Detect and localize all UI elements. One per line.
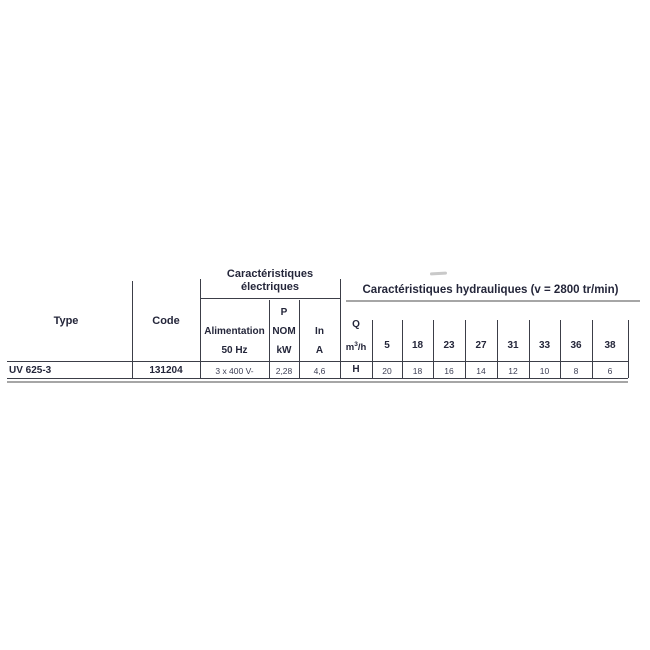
electrical-section-title-line2: électriques bbox=[240, 281, 300, 293]
column-header-q: Q bbox=[352, 319, 360, 330]
row-code-value: 131204 bbox=[149, 365, 183, 376]
column-header-q-unit: m3/h bbox=[340, 340, 372, 353]
grid-line-flow4-flow5 bbox=[497, 320, 498, 378]
column-header-type: Type bbox=[53, 315, 79, 327]
grid-line-flow7-flow8 bbox=[592, 320, 593, 378]
flow-header-cell: 38 bbox=[604, 340, 616, 351]
head-value-cell: 16 bbox=[444, 366, 454, 376]
q-unit-base: m bbox=[345, 342, 355, 353]
column-header-code: Code bbox=[152, 315, 180, 327]
grid-line-p-in bbox=[299, 300, 300, 378]
column-header-in-line1: In bbox=[315, 326, 324, 337]
head-value-cell: 20 bbox=[382, 366, 392, 376]
row-alimentation-value: 3 x 400 V- bbox=[215, 366, 254, 376]
flow-header-cell: 23 bbox=[443, 340, 455, 351]
head-value-cell: 12 bbox=[508, 366, 518, 376]
hydraulic-underline bbox=[346, 300, 640, 302]
flow-header-cell: 33 bbox=[538, 340, 551, 351]
electrical-section-title-line1: Caractéristiques bbox=[226, 268, 314, 280]
row-type-value: UV 625-3 bbox=[9, 365, 52, 376]
grid-line-table-right-edge bbox=[628, 320, 629, 378]
grid-line-q-flow1 bbox=[372, 320, 373, 378]
row-top-line bbox=[7, 361, 628, 362]
row-bottom-line bbox=[7, 378, 628, 379]
column-header-alimentation-line2: 50 Hz bbox=[221, 345, 248, 356]
flow-header-cell: 27 bbox=[475, 340, 487, 351]
column-header-p-line3: kW bbox=[276, 345, 292, 356]
column-header-p-line1: P bbox=[280, 307, 288, 318]
grid-line-flow2-flow3 bbox=[433, 320, 434, 378]
grid-line-flow1-flow2 bbox=[402, 320, 403, 378]
grid-line-flow6-flow7 bbox=[560, 320, 561, 378]
row-in-value: 4,6 bbox=[313, 366, 326, 376]
grid-line-code-electrical bbox=[200, 279, 201, 378]
flow-header-cell: 5 bbox=[384, 340, 390, 351]
electrical-underline bbox=[200, 298, 340, 299]
hydraulic-section-title: Caractéristiques hydrauliques (v = 2800 … bbox=[362, 284, 619, 296]
grid-line-alim-p bbox=[269, 300, 270, 378]
head-value-cell: 8 bbox=[573, 366, 579, 376]
head-value-cell: 10 bbox=[539, 366, 550, 376]
table-bottom-gray-line bbox=[7, 381, 628, 383]
flow-header-cell: 36 bbox=[570, 340, 582, 351]
grid-line-flow3-flow4 bbox=[465, 320, 466, 378]
column-header-p-line2: NOM bbox=[272, 326, 296, 337]
row-h-label: H bbox=[352, 364, 360, 375]
grid-line-flow5-flow6 bbox=[529, 320, 530, 378]
head-value-cell: 6 bbox=[607, 366, 613, 376]
head-value-cell: 14 bbox=[476, 366, 486, 376]
print-smudge bbox=[429, 271, 448, 276]
grid-line-electrical-hydraulic bbox=[340, 279, 341, 378]
q-unit-exponent: 3 bbox=[354, 340, 358, 348]
grid-line-type-code bbox=[132, 281, 133, 378]
flow-header-cell: 18 bbox=[411, 340, 424, 351]
column-header-alimentation-line1: Alimentation bbox=[204, 326, 265, 337]
head-value-cell: 18 bbox=[412, 366, 423, 376]
row-pnom-value: 2,28 bbox=[275, 366, 293, 376]
q-unit-rest: /h bbox=[357, 342, 367, 353]
flow-header-cell: 31 bbox=[507, 340, 519, 351]
column-header-in-line2: A bbox=[315, 345, 324, 356]
